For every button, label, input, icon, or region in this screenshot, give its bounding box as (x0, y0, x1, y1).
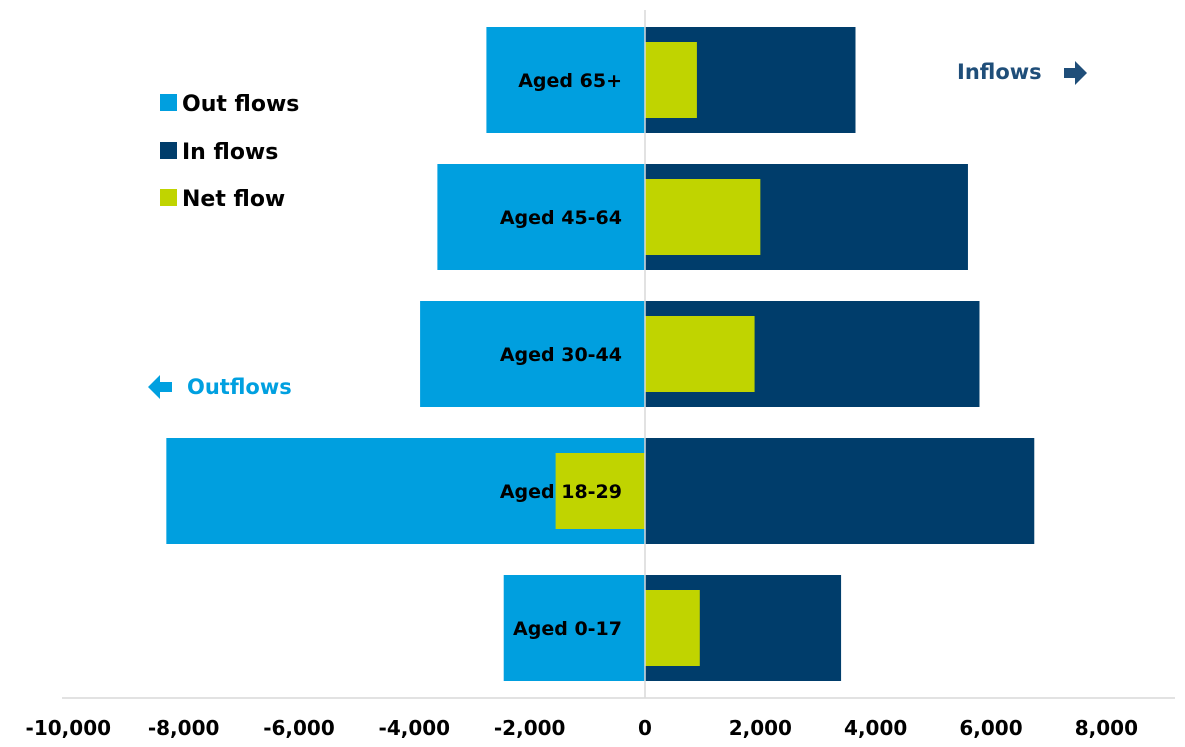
legend-swatch-in-flows (160, 142, 177, 159)
legend: Out flows In flows Net flow (160, 92, 299, 212)
inflows-annotation-text: Inflows (957, 60, 1042, 84)
bar-net-flow-aged-18-29 (555, 453, 645, 529)
category-label-aged-30-44: Aged 30-44 (500, 344, 622, 366)
x-tick-label: 8,000 (1075, 716, 1138, 740)
outflows-annotation: Outflows (148, 375, 292, 399)
bar-out-flows-aged-30-44 (420, 301, 645, 407)
category-label-aged-45-64: Aged 45-64 (500, 207, 622, 229)
bar-net-flow-aged-45-64 (645, 179, 761, 255)
legend-label-net-flow: Net flow (182, 187, 285, 212)
legend-swatch-net-flow (160, 189, 177, 206)
net-flow-bars (555, 42, 761, 666)
x-tick-label: -4,000 (379, 716, 451, 740)
bar-out-flows-aged-45-64 (437, 164, 645, 270)
bar-out-flows-aged-65 (486, 27, 645, 133)
bar-net-flow-aged-30-44 (645, 316, 755, 392)
inflows-annotation: Inflows (957, 60, 1087, 85)
outflows-annotation-text: Outflows (187, 375, 292, 399)
x-tick-label: -10,000 (26, 716, 111, 740)
x-tick-label: 6,000 (959, 716, 1022, 740)
x-tick-label: -6,000 (263, 716, 335, 740)
category-labels: Aged 65+ Aged 45-64 Aged 30-44 Aged 18-29 Ag… (500, 70, 622, 640)
category-label-aged-65: Aged 65+ (518, 70, 622, 92)
legend-label-in-flows: In flows (182, 140, 278, 165)
x-tick-label: 2,000 (729, 716, 792, 740)
x-tick-label: 4,000 (844, 716, 907, 740)
bar-out-flows-aged-0-17 (503, 575, 645, 681)
legend-swatch-out-flows (160, 94, 177, 111)
x-tick-label: 0 (638, 716, 652, 740)
category-label-aged-18-29: Aged 18-29 (500, 481, 622, 503)
legend-label-out-flows: Out flows (182, 92, 299, 117)
bar-in-flows-aged-18-29 (645, 438, 1035, 544)
right-arrow-icon (1064, 61, 1087, 85)
x-axis-tick-labels: -10,000 -8,000 -6,000 -4,000 -2,000 0 2,000 4,0… (26, 716, 1138, 740)
left-arrow-icon (148, 375, 172, 399)
category-label-aged-0-17: Aged 0-17 (513, 618, 622, 640)
x-tick-label: -2,000 (494, 716, 566, 740)
bar-net-flow-aged-65 (645, 42, 697, 118)
bar-net-flow-aged-0-17 (645, 590, 700, 666)
x-tick-label: -8,000 (148, 716, 220, 740)
